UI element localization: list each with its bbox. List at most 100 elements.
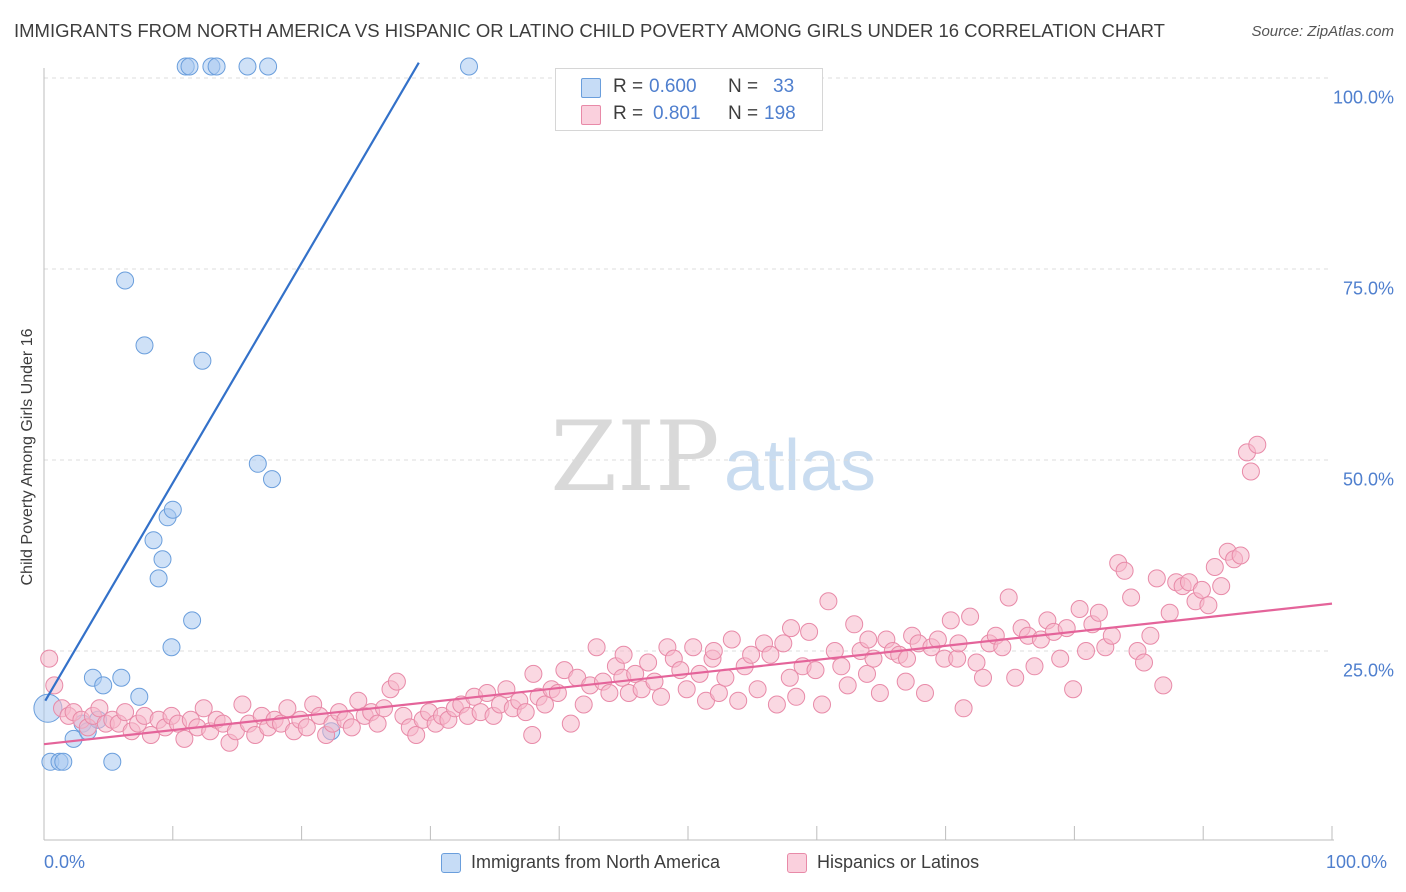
y-tick-label-25: 25.0%	[1342, 660, 1394, 681]
point-hispanics	[116, 703, 135, 722]
point-hispanics	[297, 718, 316, 737]
point-hispanics	[948, 649, 967, 668]
point-hispanics	[825, 642, 844, 660]
point-hispanics	[1077, 642, 1095, 660]
bottom-legend-label-immigrants: Immigrants from North America	[471, 852, 721, 872]
point-hispanics	[40, 649, 59, 668]
point-immigrants	[103, 752, 122, 771]
point-hispanics	[684, 638, 703, 657]
point-hispanics	[813, 695, 831, 714]
point-hispanics	[368, 714, 387, 733]
point-immigrants	[54, 752, 73, 771]
point-hispanics	[1212, 577, 1231, 596]
point-immigrants	[193, 351, 212, 370]
point-hispanics	[1141, 626, 1160, 645]
point-hispanics	[1248, 435, 1267, 454]
point-hispanics	[233, 695, 252, 714]
watermark-atlas: atlas	[724, 426, 876, 506]
point-hispanics	[1192, 580, 1211, 599]
legend-r-label: R =	[613, 76, 644, 97]
point-hispanics	[523, 726, 542, 744]
point-hispanics	[587, 638, 606, 657]
point-hispanics	[748, 680, 767, 699]
point-hispanics	[767, 695, 786, 714]
point-hispanics	[1205, 558, 1224, 576]
point-immigrants	[153, 550, 172, 569]
y-tick-label-100: 100.0%	[1332, 87, 1394, 108]
point-hispanics	[342, 718, 361, 737]
point-hispanics	[1160, 603, 1179, 622]
point-hispanics	[639, 653, 658, 672]
point-immigrants	[162, 638, 181, 657]
point-hispanics	[954, 699, 973, 718]
point-hispanics	[722, 630, 741, 649]
point-hispanics	[896, 672, 915, 691]
point-hispanics	[1102, 626, 1121, 645]
point-hispanics	[806, 661, 825, 680]
point-hispanics	[614, 645, 633, 664]
point-hispanics	[175, 729, 194, 748]
point-immigrants	[94, 676, 113, 695]
point-immigrants	[144, 531, 163, 550]
point-immigrants	[263, 470, 281, 489]
point-hispanics	[870, 684, 889, 702]
point-hispanics	[916, 684, 934, 702]
point-hispanics	[858, 664, 876, 683]
bottom-legend-swatch-hispanics	[787, 853, 807, 873]
point-immigrants	[248, 454, 267, 473]
point-hispanics	[536, 695, 554, 714]
point-immigrants	[259, 57, 278, 76]
legend-r-value: 0.801	[653, 103, 701, 124]
point-hispanics	[1241, 462, 1260, 481]
legend-r-value: 0.600	[649, 76, 697, 97]
point-hispanics	[1122, 588, 1141, 607]
y-tick-label-50: 50.0%	[1342, 469, 1394, 490]
point-hispanics	[1115, 561, 1134, 580]
point-hispanics	[1051, 649, 1070, 668]
x-tick-label-100: 100.0%	[1326, 852, 1388, 872]
point-hispanics	[859, 630, 878, 649]
point-hispanics	[716, 668, 735, 687]
point-hispanics	[709, 684, 728, 702]
point-hispanics	[561, 714, 580, 733]
point-immigrants	[116, 271, 135, 290]
point-hispanics	[974, 668, 992, 687]
point-hispanics	[780, 668, 799, 687]
point-hispanics	[652, 687, 670, 706]
x-tick-label-0: 0.0%	[44, 852, 86, 872]
point-immigrants	[149, 569, 168, 588]
point-hispanics	[787, 687, 806, 706]
point-hispanics	[729, 691, 748, 710]
point-hispanics	[845, 615, 864, 634]
point-hispanics	[600, 684, 619, 702]
source-label: Source: ZipAtlas.com	[1251, 23, 1394, 40]
point-hispanics	[999, 588, 1018, 607]
watermark-zip: ZIP	[550, 401, 719, 513]
legend-row-hispanics: R = 0.801 N = 198	[556, 101, 822, 127]
point-hispanics	[928, 630, 947, 649]
point-hispanics	[742, 645, 761, 664]
point-hispanics	[832, 657, 851, 676]
legend-n-value: 198	[764, 103, 796, 124]
point-hispanics	[1006, 668, 1025, 687]
point-hispanics	[1089, 603, 1108, 622]
point-hispanics	[819, 592, 838, 611]
bottom-legend-swatch-immigrants	[441, 853, 461, 873]
point-hispanics	[704, 642, 723, 660]
point-hispanics	[761, 645, 780, 664]
bottom-legend-label-hispanics: Hispanics or Latinos	[817, 852, 980, 872]
point-hispanics	[800, 622, 819, 641]
legend-n-label: N =	[728, 103, 759, 124]
trend-line-hispanics	[43, 602, 1333, 746]
point-hispanics	[1064, 680, 1083, 699]
point-immigrants	[183, 611, 202, 630]
point-hispanics	[967, 653, 986, 672]
legend-n-label: N =	[728, 76, 759, 97]
point-immigrants	[238, 57, 257, 76]
point-hispanics	[961, 607, 980, 626]
point-hispanics	[90, 699, 109, 718]
point-hispanics	[1231, 546, 1250, 565]
point-immigrants	[207, 57, 226, 76]
point-hispanics	[645, 672, 664, 691]
